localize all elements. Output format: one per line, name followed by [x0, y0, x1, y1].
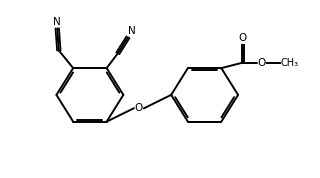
Text: N: N [53, 17, 61, 27]
Text: CH₃: CH₃ [281, 58, 299, 68]
Text: N: N [128, 26, 136, 36]
Text: O: O [135, 103, 143, 113]
Text: O: O [258, 58, 266, 68]
Text: O: O [238, 33, 246, 43]
